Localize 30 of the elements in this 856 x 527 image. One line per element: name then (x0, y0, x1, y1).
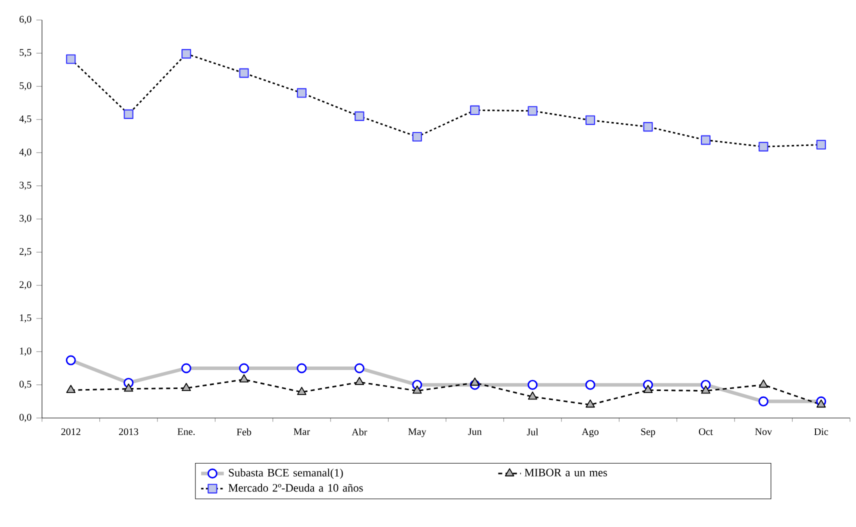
x-tick-label: Mar (294, 428, 310, 436)
legend-label: Mercado 2º-Deuda a 10 años (228, 484, 363, 492)
y-tick-label: 5,5 (20, 49, 32, 58)
x-tick-label: Oct (698, 428, 713, 436)
y-tick-label: 5,0 (20, 82, 32, 90)
y-tick-label: 3,0 (20, 214, 32, 224)
x-tick-label: Jun (468, 428, 482, 436)
y-tick-label: 4,0 (19, 148, 32, 157)
y-tick-label: 0,0 (20, 414, 32, 422)
y-tick-label: 2,0 (20, 281, 32, 290)
x-tick-label: May (408, 428, 426, 438)
y-tick-label: 0,5 (20, 380, 32, 389)
y-tick-label: 6,0 (20, 16, 32, 24)
x-tick-label: Abr (352, 428, 368, 436)
y-tick-label: 2,5 (20, 248, 32, 256)
legend-label: Subasta BCE semanal(1) (228, 468, 343, 479)
x-tick-label: Feb (236, 428, 252, 436)
x-tick-label: Nov (755, 428, 772, 436)
y-tick-label: 4,5 (19, 115, 32, 124)
x-tick-label: 2012 (61, 428, 80, 436)
x-tick-label: Ene. (178, 428, 195, 436)
y-tick-label: 1,5 (20, 314, 32, 323)
x-tick-label: Ago (582, 428, 599, 438)
x-tick-label: Sep (641, 428, 656, 438)
x-tick-label: Dic (814, 428, 828, 436)
x-tick-label: 2013 (119, 428, 138, 436)
x-tick-label: Jul (526, 428, 538, 436)
y-tick-label: 1,0 (20, 348, 32, 356)
y-tick-label: 3,5 (20, 182, 32, 190)
legend-label: MIBOR a un mes (524, 468, 607, 476)
